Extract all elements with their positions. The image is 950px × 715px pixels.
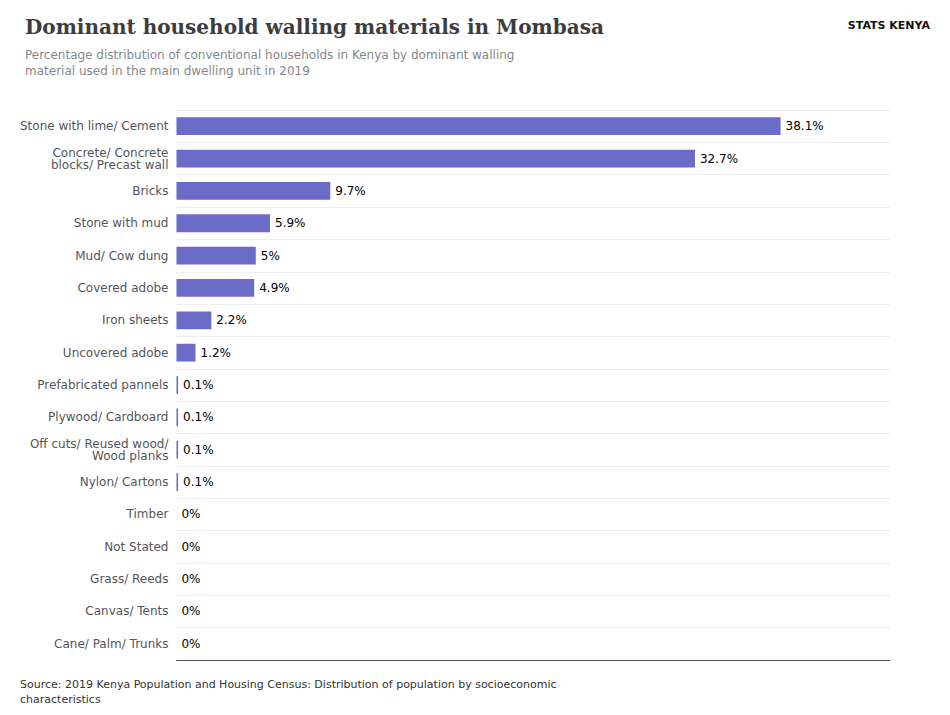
svg-text:5%: 5%: [261, 249, 280, 263]
svg-text:0%: 0%: [181, 604, 200, 618]
svg-text:Dominant household walling mat: Dominant household walling materials in …: [25, 15, 604, 39]
svg-text:2.2%: 2.2%: [216, 313, 247, 327]
svg-text:Uncovered adobe: Uncovered adobe: [63, 346, 169, 360]
svg-text:Plywood/ Cardboard: Plywood/ Cardboard: [48, 410, 168, 424]
svg-text:Percentage distribution of con: Percentage distribution of conventional …: [25, 48, 514, 62]
svg-text:Grass/ Reeds: Grass/ Reeds: [90, 572, 168, 586]
svg-text:0%: 0%: [181, 637, 200, 651]
svg-text:Prefabricated pannels: Prefabricated pannels: [37, 378, 168, 392]
svg-text:Concrete/ Concrete: Concrete/ Concrete: [52, 145, 169, 160]
svg-text:material used in the main dwel: material used in the main dwelling unit …: [25, 64, 310, 78]
svg-text:Nylon/ Cartons: Nylon/ Cartons: [80, 475, 169, 489]
svg-text:Iron sheets: Iron sheets: [102, 313, 169, 327]
svg-text:0.1%: 0.1%: [183, 378, 214, 392]
svg-text:0.1%: 0.1%: [183, 443, 214, 457]
svg-text:0.1%: 0.1%: [183, 475, 214, 489]
svg-text:0.1%: 0.1%: [183, 410, 214, 424]
svg-text:STATS KENYA: STATS KENYA: [848, 19, 931, 32]
svg-text:Bricks: Bricks: [132, 184, 168, 198]
svg-text:0%: 0%: [181, 540, 200, 554]
svg-text:9.7%: 9.7%: [335, 184, 366, 198]
svg-text:32.7%: 32.7%: [700, 152, 738, 166]
svg-text:Source: 2019 Kenya Population: Source: 2019 Kenya Population and Housin…: [20, 678, 557, 691]
svg-text:5.9%: 5.9%: [275, 216, 306, 230]
svg-text:Mud/ Cow dung: Mud/ Cow dung: [75, 249, 168, 263]
svg-text:0%: 0%: [181, 572, 200, 586]
svg-text:blocks/ Precast wall: blocks/ Precast wall: [51, 158, 169, 172]
svg-text:Stone with lime/ Cement: Stone with lime/ Cement: [20, 119, 169, 133]
svg-text:characteristics: characteristics: [20, 693, 101, 706]
svg-text:Wood planks: Wood planks: [92, 449, 168, 463]
svg-text:Covered adobe: Covered adobe: [77, 281, 168, 295]
svg-text:Cane/ Palm/ Trunks: Cane/ Palm/ Trunks: [54, 637, 168, 651]
svg-text:38.1%: 38.1%: [786, 119, 824, 133]
svg-text:4.9%: 4.9%: [259, 281, 290, 295]
svg-text:Not Stated: Not Stated: [104, 540, 168, 554]
svg-text:Canvas/ Tents: Canvas/ Tents: [85, 604, 168, 618]
svg-text:0%: 0%: [181, 507, 200, 521]
svg-text:1.2%: 1.2%: [201, 346, 232, 360]
svg-text:Stone with mud: Stone with mud: [74, 216, 169, 230]
svg-text:Timber: Timber: [126, 507, 169, 521]
svg-text:Off cuts/ Reused wood/: Off cuts/ Reused wood/: [29, 436, 169, 451]
